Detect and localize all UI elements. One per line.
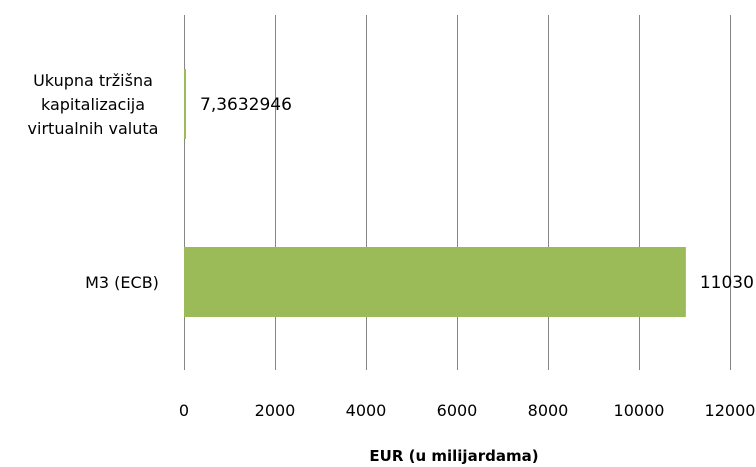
category-labels: Ukupna tržišna kapitalizacija virtualnih v… [28, 71, 159, 292]
bars [184, 69, 686, 317]
x-tick-label: 8000 [528, 401, 569, 420]
data-labels: 7,3632946 11030 [200, 95, 754, 293]
x-tick-label: 0 [179, 401, 189, 420]
category-label-line: virtualnih valuta [28, 119, 159, 138]
bar [184, 69, 186, 139]
bar [184, 247, 686, 317]
category-label-line: Ukupna tržišna [33, 71, 153, 90]
x-tick-label: 12000 [705, 401, 756, 420]
data-label: 7,3632946 [200, 95, 292, 115]
category-label-line: kapitalizacija [41, 95, 145, 114]
x-tick-label: 10000 [614, 401, 665, 420]
category-label: M3 (ECB) [85, 273, 159, 292]
x-tick-label: 6000 [437, 401, 478, 420]
category-label-line: M3 (ECB) [85, 273, 159, 292]
category-label: Ukupna tržišna kapitalizacija virtualnih v… [28, 71, 159, 138]
x-tick-labels: 0 2000 4000 6000 8000 10000 12000 [179, 401, 756, 420]
x-tick-label: 4000 [346, 401, 387, 420]
x-axis-title: EUR (u milijardama) [369, 447, 538, 465]
x-tick-label: 2000 [255, 401, 296, 420]
gridlines [184, 15, 731, 370]
data-label: 11030 [700, 273, 754, 293]
